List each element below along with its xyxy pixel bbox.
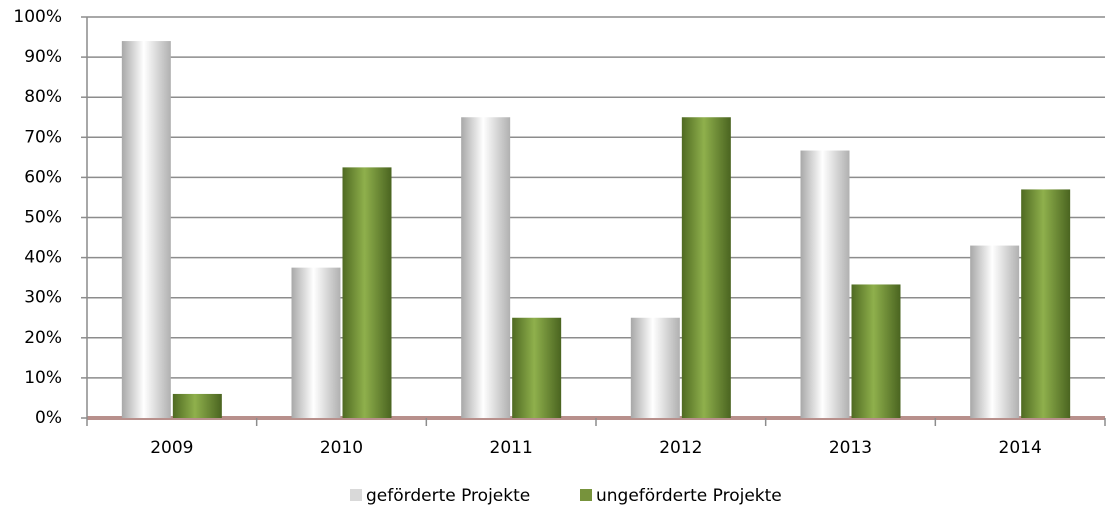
x-tick-label: 2013 [829, 438, 872, 458]
bar [461, 117, 511, 418]
bar [291, 267, 341, 418]
x-tick-label: 2012 [659, 438, 702, 458]
bar [1021, 189, 1071, 418]
bar [851, 284, 901, 418]
legend-label: geförderte Projekte [366, 486, 530, 506]
legend-label: ungeförderte Projekte [596, 486, 782, 506]
bar [681, 117, 731, 418]
y-tick-label: 80% [24, 87, 62, 107]
y-tick-label: 40% [24, 248, 62, 268]
y-tick-label: 50% [24, 208, 62, 228]
y-tick-label: 10% [24, 368, 62, 388]
legend-swatch [580, 489, 592, 501]
y-tick-label: 100% [13, 7, 62, 27]
x-tick-label: 2014 [999, 438, 1042, 458]
bar [172, 393, 222, 418]
x-tick-label: 2009 [150, 438, 193, 458]
bar [512, 317, 562, 418]
bar [800, 150, 850, 418]
y-tick-label: 20% [24, 328, 62, 348]
x-tick-label: 2010 [320, 438, 363, 458]
y-tick-label: 70% [24, 127, 62, 147]
y-tick-label: 60% [24, 167, 62, 187]
y-tick-label: 0% [35, 408, 62, 428]
y-tick-label: 90% [24, 47, 62, 67]
bar [970, 245, 1020, 418]
y-tick-label: 30% [24, 288, 62, 308]
x-tick-label: 2011 [490, 438, 533, 458]
legend-swatch [350, 489, 362, 501]
bar [121, 41, 171, 419]
bar [342, 167, 392, 418]
bar [630, 317, 680, 418]
